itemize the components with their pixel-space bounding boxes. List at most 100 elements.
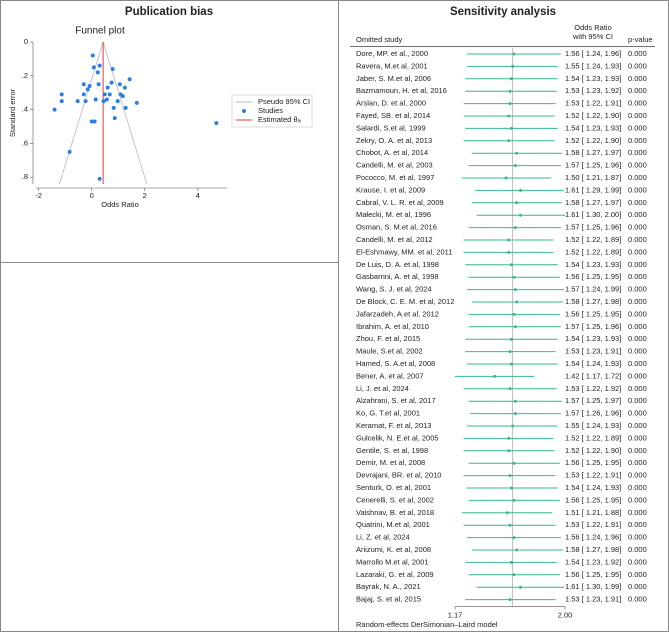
column-header: p-value: [628, 35, 653, 44]
p-value: 0.000: [628, 123, 647, 132]
study-name: Keramat, F. et al, 2013: [356, 421, 431, 430]
study-point: [92, 119, 97, 124]
ci-label: 1.54 [ 1.23, 1.93]: [565, 260, 621, 269]
study-point: [87, 83, 92, 88]
study-name: Li, J. et al, 2024: [356, 384, 409, 393]
column-header: Odds Ratio: [574, 23, 612, 32]
legend-label: Pseudo 95% CI: [258, 97, 310, 106]
ci-label: 1.56 [ 1.24, 1.96]: [565, 533, 621, 542]
p-value: 0.000: [628, 260, 647, 269]
study-name: Candelli, M. et al, 2012: [356, 235, 433, 244]
p-value: 0.000: [628, 545, 647, 554]
study-name: Ravera, M.et al, 2001: [356, 61, 428, 70]
study-name: Bajaj, S. et al, 2015: [356, 595, 421, 604]
ci-label: 1.56 [ 1.25, 1.95]: [565, 458, 621, 467]
study-point: [115, 99, 120, 104]
ci-label: 1.53 [ 1.22, 1.92]: [565, 384, 621, 393]
study-point: [107, 92, 112, 97]
y-axis-label: Standard error: [8, 88, 17, 137]
ci-label: 1.53 [ 1.23, 1.92]: [565, 86, 621, 95]
ci-label: 1.54 [ 1.23, 1.93]: [565, 334, 621, 343]
x-tick-label: 4: [196, 191, 200, 200]
ci-label: 1.54 [ 1.23, 1.92]: [565, 557, 621, 566]
x-tick-label: 2: [143, 191, 147, 200]
or-point: [512, 536, 516, 540]
study-name: El-Eshmawy, MM. et al, 2011: [356, 247, 452, 256]
p-value: 0.000: [628, 582, 647, 591]
study-point: [214, 121, 219, 126]
or-point: [512, 573, 516, 577]
study-name: Gasbarrini, A. et al, 1998: [356, 272, 439, 281]
ci-label: 1.61 [ 1.29, 1.99]: [565, 185, 621, 194]
p-value: 0.000: [628, 483, 647, 492]
ci-label: 1.52 [ 1.22, 1.90]: [565, 136, 621, 145]
p-value: 0.000: [628, 557, 647, 566]
chart-title: Funnel plot: [75, 26, 125, 37]
study-name: Li, Z. et al, 2024: [356, 533, 410, 542]
study-point: [134, 100, 139, 105]
p-value: 0.000: [628, 433, 647, 442]
ci-label: 1.56 [ 1.24, 1.96]: [565, 49, 621, 58]
study-point: [104, 97, 109, 102]
or-point: [507, 139, 511, 143]
study-point: [91, 65, 96, 70]
column-header: with 95% CI: [572, 32, 613, 41]
p-value: 0.000: [628, 384, 647, 393]
study-name: Dore, MP. et al., 2000: [356, 49, 428, 58]
study-name: De Block, C. E. M. et al, 2012: [356, 297, 454, 306]
or-point: [513, 288, 517, 292]
study-name: Arslan, D. et al, 2000: [356, 99, 426, 108]
or-point: [511, 64, 515, 68]
study-name: Candelli, M. et al, 2003: [356, 161, 433, 170]
or-point: [509, 77, 513, 81]
ci-label: 1.54 [ 1.24, 1.93]: [565, 359, 621, 368]
ci-label: 1.57 [ 1.25, 1.97]: [565, 396, 621, 405]
p-value: 0.000: [628, 371, 647, 380]
p-value: 0.000: [628, 359, 647, 368]
ci-label: 1.58 [ 1.27, 1.97]: [565, 148, 621, 157]
study-point: [102, 92, 107, 97]
legend-label: Estimated θᵢᵥ: [258, 115, 302, 124]
study-name: Gulcelik, N. E.et al, 2005: [356, 433, 439, 442]
study-name: Cabral, V. L. R. et al, 2009: [356, 198, 444, 207]
pseudo-ci-line: [59, 41, 104, 185]
or-point: [509, 263, 513, 267]
p-value: 0.000: [628, 272, 647, 281]
legend-label: Studies: [258, 106, 283, 115]
p-value: 0.000: [628, 285, 647, 294]
column-header: Omitted study: [356, 35, 403, 44]
or-point: [512, 461, 516, 465]
ci-label: 1.57 [ 1.25, 1.96]: [565, 322, 621, 331]
or-point: [507, 449, 511, 453]
study-name: Marrollo M.et al, 2001: [356, 557, 429, 566]
pseudo-ci-line: [102, 41, 148, 185]
ci-label: 1.57 [ 1.25, 1.96]: [565, 223, 621, 232]
or-point: [508, 523, 512, 527]
study-name: Chobot, A. et al, 2014: [356, 148, 428, 157]
or-point: [505, 511, 509, 515]
or-point: [515, 548, 519, 552]
study-name: Małecki, M. et al, 1996: [356, 210, 431, 219]
study-name: Quatrini, M.et al, 2001: [356, 520, 430, 529]
or-point: [518, 585, 522, 589]
y-tick-label: .8: [22, 172, 28, 181]
p-value: 0.000: [628, 297, 647, 306]
or-point: [518, 213, 522, 217]
p-value: 0.000: [628, 235, 647, 244]
ci-label: 1.58 [ 1.27, 1.98]: [565, 545, 621, 554]
p-value: 0.000: [628, 347, 647, 356]
ci-label: 1.52 [ 1.22, 1.90]: [565, 446, 621, 455]
or-point: [509, 362, 513, 366]
study-name: Devrajani, BR. et al, 2010: [356, 471, 441, 480]
or-point: [515, 300, 519, 304]
study-point: [109, 80, 114, 85]
ci-label: 1.50 [ 1.21, 1.87]: [565, 173, 621, 182]
p-value: 0.000: [628, 86, 647, 95]
study-point: [105, 85, 110, 90]
ci-label: 1.53 [ 1.22, 1.91]: [565, 520, 621, 529]
study-point: [67, 149, 72, 154]
footnote: Random-effects DerSimonian–Laird model: [356, 620, 498, 629]
ci-label: 1.56 [ 1.25, 1.95]: [565, 272, 621, 281]
x-tick-label: 1.17: [448, 611, 463, 620]
